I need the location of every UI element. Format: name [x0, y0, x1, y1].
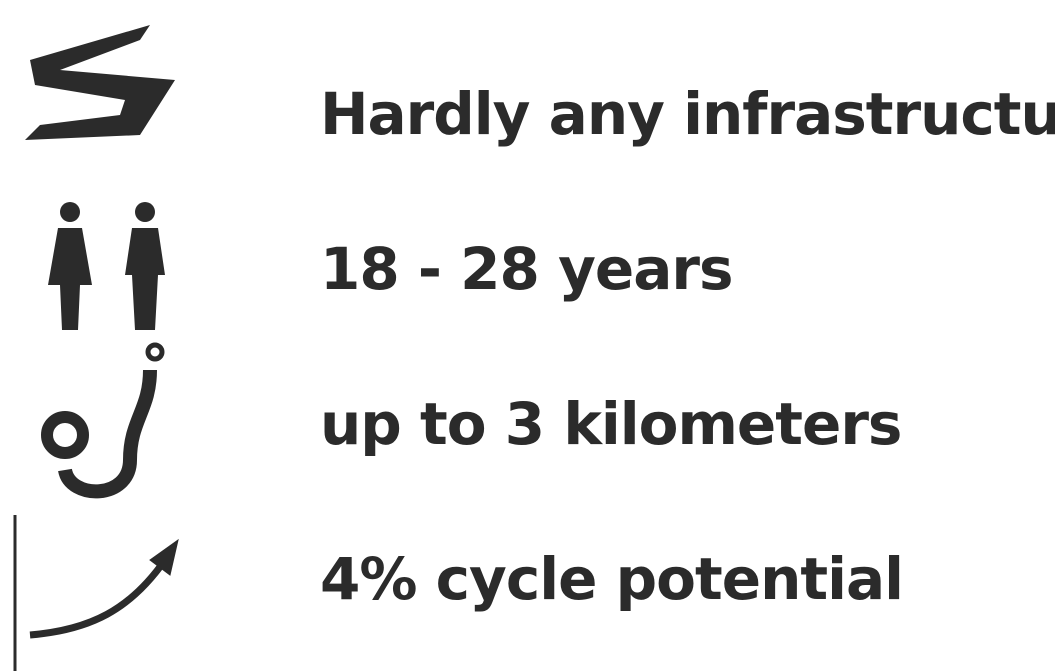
item-label: 4% cycle potential — [320, 545, 904, 613]
people-icon — [48, 202, 165, 330]
item-label: Hardly any infrastructure — [320, 80, 1055, 148]
road-icon — [25, 25, 175, 140]
item-label: up to 3 kilometers — [320, 390, 902, 458]
route-icon — [41, 342, 165, 499]
item-label: 18 - 28 years — [320, 235, 733, 303]
growth-icon — [13, 515, 179, 671]
